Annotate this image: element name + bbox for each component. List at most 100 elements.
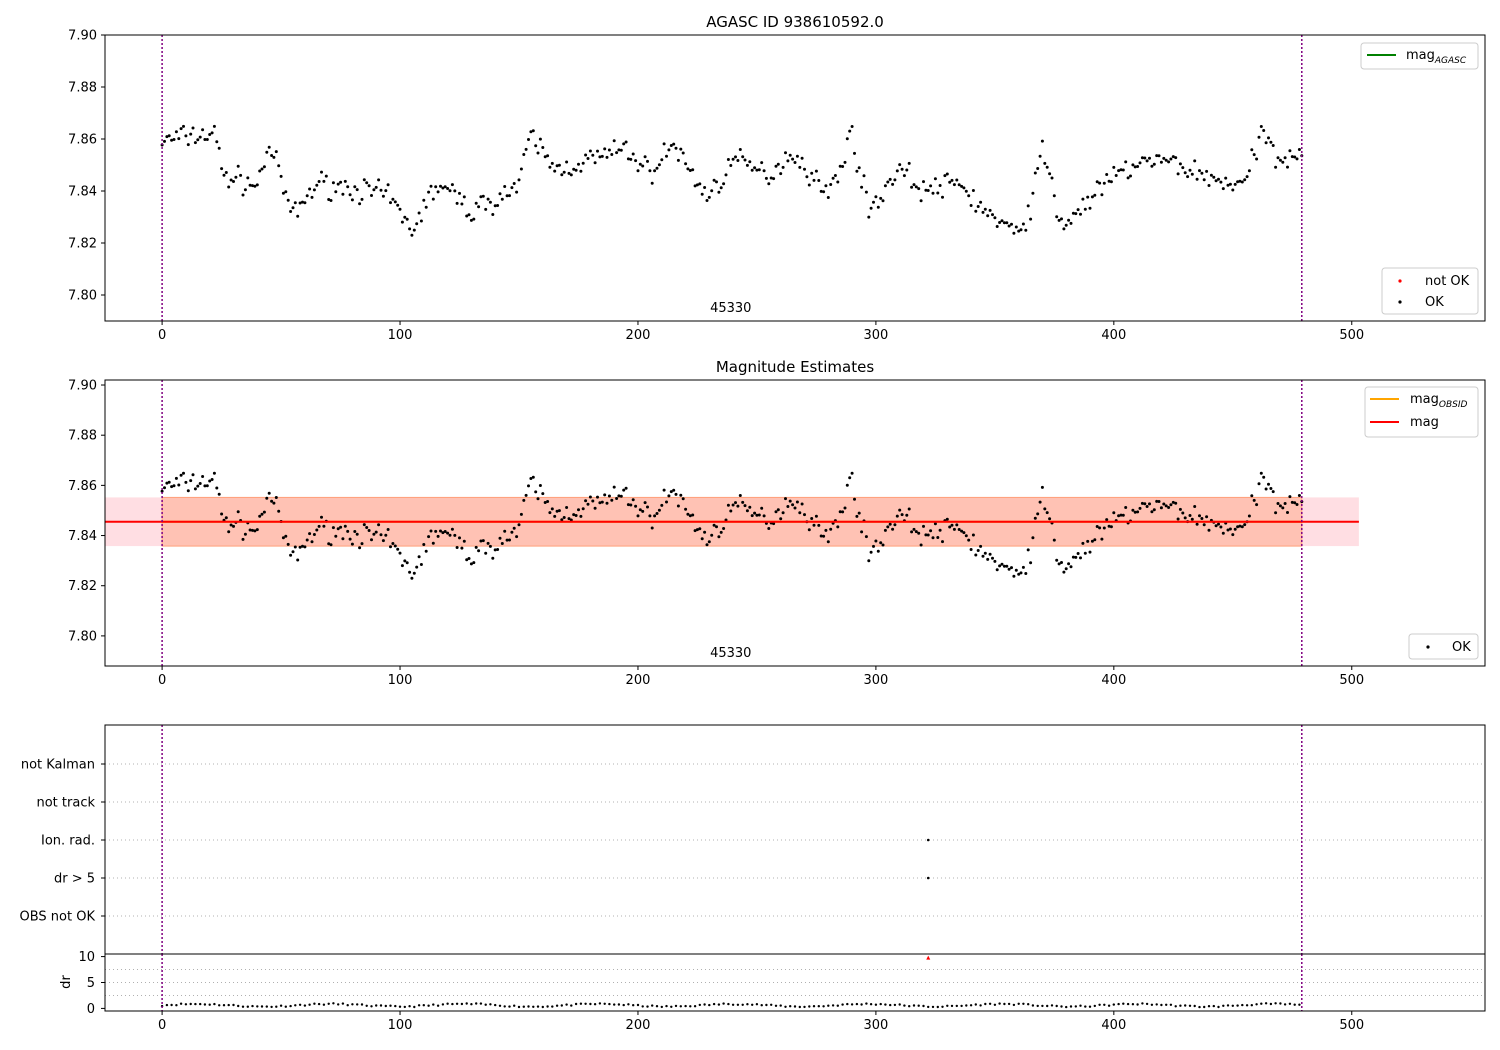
- data-point: [1195, 177, 1199, 181]
- dr-point: [831, 1004, 835, 1007]
- data-point: [1247, 514, 1251, 518]
- dr-point: [803, 1005, 806, 1009]
- data-point: [1152, 162, 1156, 166]
- data-point: [888, 522, 892, 526]
- data-point: [1247, 169, 1251, 173]
- data-point: [1010, 222, 1013, 226]
- dr-outlier-point: [926, 955, 931, 960]
- data-point: [876, 205, 880, 209]
- data-point: [788, 499, 792, 503]
- data-point: [505, 538, 509, 542]
- data-point: [757, 168, 761, 172]
- data-point: [1076, 208, 1080, 212]
- data-point: [546, 154, 550, 158]
- dr-point: [846, 1002, 849, 1006]
- legend-ok-label: OK: [1452, 640, 1471, 655]
- data-point: [339, 180, 343, 184]
- dr-point: [660, 1005, 663, 1009]
- data-point: [215, 140, 219, 144]
- dr-point: [175, 1004, 178, 1007]
- data-point: [1002, 564, 1006, 568]
- data-point: [717, 190, 721, 194]
- data-point: [577, 508, 580, 512]
- data-point: [1257, 482, 1261, 486]
- data-point: [843, 506, 847, 510]
- dr-point: [1226, 1004, 1230, 1007]
- data-point: [277, 509, 281, 513]
- data-point: [615, 497, 619, 500]
- data-point: [553, 169, 557, 173]
- dr-point: [779, 1004, 782, 1007]
- data-point: [557, 509, 561, 513]
- data-point: [605, 155, 609, 159]
- dr-point: [1041, 1004, 1044, 1008]
- dr-point: [993, 1003, 997, 1006]
- dr-point: [1150, 1003, 1154, 1006]
- data-point: [945, 172, 949, 176]
- dr-point: [484, 1003, 487, 1006]
- data-point: [776, 508, 780, 512]
- dr-point: [1126, 1002, 1130, 1006]
- data-point: [1236, 525, 1240, 529]
- data-point: [888, 177, 892, 181]
- data-point: [795, 500, 799, 504]
- data-point: [660, 503, 664, 507]
- data-point: [215, 486, 219, 490]
- data-point: [355, 532, 359, 536]
- dr-point: [1217, 1005, 1220, 1009]
- data-point: [455, 201, 459, 205]
- dr-point: [346, 1004, 349, 1007]
- data-point: [617, 494, 621, 498]
- data-point: [389, 545, 392, 549]
- data-point: [227, 185, 231, 189]
- dr-point: [622, 1003, 625, 1007]
- data-point: [741, 500, 745, 504]
- data-point: [767, 182, 771, 186]
- data-point: [1255, 157, 1259, 161]
- data-point: [367, 529, 371, 532]
- data-point: [1228, 527, 1232, 531]
- data-point: [424, 205, 428, 209]
- dr-point: [489, 1003, 492, 1006]
- dr-point: [241, 1005, 245, 1008]
- data-point: [289, 553, 293, 557]
- dr-point: [237, 1004, 240, 1008]
- data-point: [460, 546, 464, 550]
- data-point: [1026, 204, 1030, 208]
- data-point: [881, 199, 885, 203]
- data-point: [929, 184, 933, 188]
- data-point: [981, 554, 985, 558]
- estimates-panel: Magnitude Estimates 0 100 200 300 400 500 7.8…: [68, 358, 1486, 688]
- dr-point: [565, 1003, 568, 1006]
- data-point: [586, 502, 590, 506]
- data-point: [1162, 156, 1166, 160]
- data-point: [679, 493, 683, 497]
- dr-point: [684, 1004, 687, 1008]
- legend-mag-label: mag: [1410, 415, 1439, 430]
- data-point: [1276, 156, 1280, 160]
- data-point: [189, 479, 193, 483]
- data-point: [396, 547, 400, 551]
- dr-point: [508, 1005, 511, 1008]
- data-point: [822, 534, 826, 538]
- data-point: [1114, 174, 1118, 177]
- dr-point: [398, 1005, 402, 1008]
- data-point: [1121, 168, 1125, 172]
- data-point: [1233, 182, 1237, 186]
- dr-point: [865, 1002, 868, 1005]
- data-point: [1033, 516, 1037, 520]
- dr-point: [636, 1003, 640, 1007]
- data-point: [646, 505, 649, 509]
- dr-point: [1245, 1004, 1249, 1007]
- data-point: [807, 183, 811, 187]
- dr-point: [1169, 1003, 1173, 1006]
- data-point: [496, 548, 500, 551]
- data-point: [1100, 193, 1104, 197]
- data-point: [893, 178, 897, 182]
- data-point: [198, 482, 202, 485]
- data-point: [448, 189, 452, 193]
- data-point: [646, 159, 649, 163]
- dr-point: [218, 1004, 221, 1007]
- dr-point: [822, 1005, 825, 1008]
- data-point: [833, 174, 837, 177]
